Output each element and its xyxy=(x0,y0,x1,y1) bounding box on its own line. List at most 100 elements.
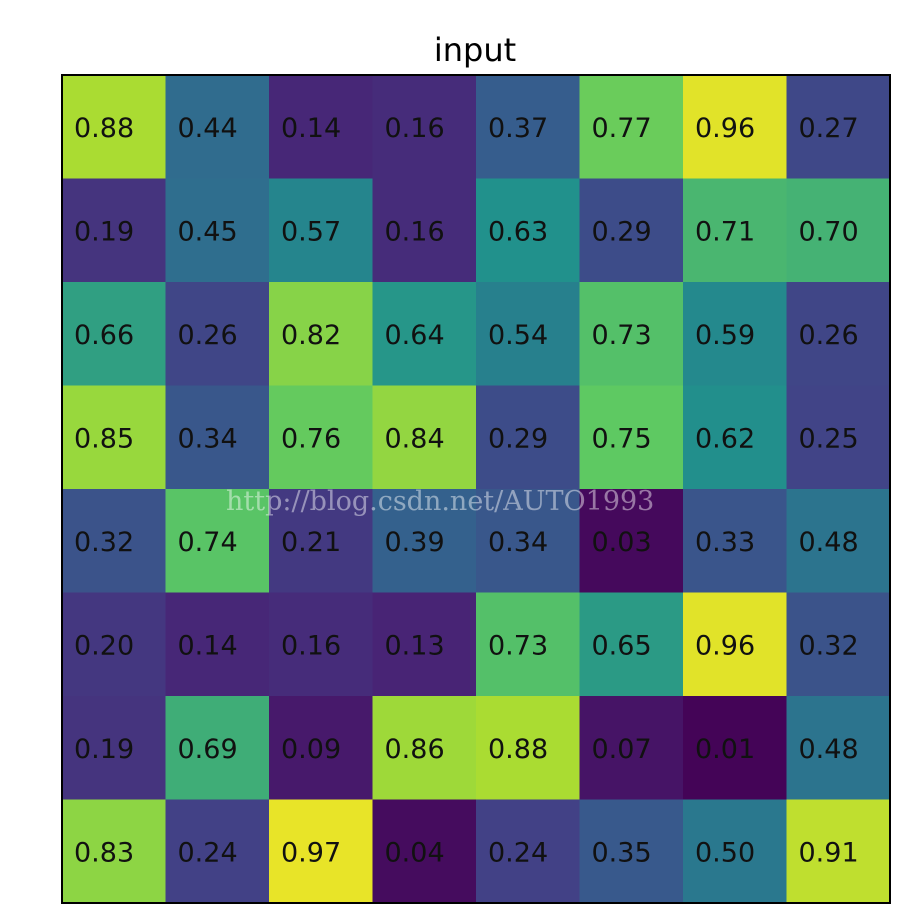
cell-value-label: 0.48 xyxy=(799,734,859,765)
cell-value-label: 0.96 xyxy=(695,113,755,144)
heatmap-cell xyxy=(165,282,270,386)
cell-value-label: 0.91 xyxy=(799,837,859,868)
cell-value-label: 0.19 xyxy=(74,216,134,247)
cell-value-label: 0.88 xyxy=(488,734,548,765)
cell-value-label: 0.04 xyxy=(385,837,445,868)
heatmap-cell xyxy=(269,489,373,593)
cell-value-label: 0.32 xyxy=(799,630,859,661)
heatmap-cell xyxy=(683,592,787,697)
cell-value-label: 0.29 xyxy=(592,216,652,247)
heatmap-cell xyxy=(165,592,270,697)
plot-frame xyxy=(61,74,891,904)
cell-value-label: 0.48 xyxy=(799,527,859,558)
heatmap-cell xyxy=(269,385,373,490)
heatmap-cell xyxy=(269,178,373,283)
cell-value-label: 0.16 xyxy=(385,113,445,144)
cell-value-label: 0.62 xyxy=(695,423,755,454)
heatmap-cell xyxy=(62,178,166,283)
cell-value-label: 0.24 xyxy=(178,837,238,868)
cell-value-label: 0.07 xyxy=(592,734,652,765)
cell-value-label: 0.97 xyxy=(281,837,341,868)
heatmap-cell xyxy=(579,178,684,283)
heatmap-cell xyxy=(476,489,580,593)
cell-value-label: 0.34 xyxy=(178,423,238,454)
cell-value-label: 0.50 xyxy=(695,837,755,868)
cell-value-label: 0.20 xyxy=(74,630,134,661)
cell-value-label: 0.32 xyxy=(74,527,134,558)
cell-value-label: 0.34 xyxy=(488,527,548,558)
cell-value-label: 0.14 xyxy=(281,113,341,144)
cell-value-label: 0.71 xyxy=(695,216,755,247)
cell-value-label: 0.26 xyxy=(178,320,238,351)
cell-value-label: 0.16 xyxy=(385,216,445,247)
heatmap-cell xyxy=(579,282,684,386)
heatmap-cell xyxy=(62,696,166,800)
cell-value-label: 0.59 xyxy=(695,320,755,351)
heatmap-cell xyxy=(786,489,891,593)
cell-value-label: 0.44 xyxy=(178,113,238,144)
heatmap-cell xyxy=(579,489,684,593)
heatmap-cell xyxy=(579,385,684,490)
heatmap-cell xyxy=(476,178,580,283)
cell-value-label: 0.57 xyxy=(281,216,341,247)
heatmap-cell xyxy=(786,799,891,904)
cell-value-label: 0.24 xyxy=(488,837,548,868)
cell-value-label: 0.27 xyxy=(799,113,859,144)
cell-value-label: 0.21 xyxy=(281,527,341,558)
heatmap-cell xyxy=(683,385,787,490)
heatmap-cell xyxy=(165,696,270,800)
cell-value-label: 0.37 xyxy=(488,113,548,144)
cell-value-label: 0.88 xyxy=(74,113,134,144)
heatmap-cell xyxy=(269,75,373,179)
cell-value-label: 0.35 xyxy=(592,837,652,868)
heatmap-cell xyxy=(372,75,477,179)
heatmap-cell xyxy=(786,592,891,697)
cell-value-label: 0.85 xyxy=(74,423,134,454)
cell-value-label: 0.03 xyxy=(592,527,652,558)
cell-value-label: 0.64 xyxy=(385,320,445,351)
heatmap-cell xyxy=(62,385,166,490)
heatmap-cell xyxy=(165,799,270,904)
heatmap-labels: 0.88 0.44 0.14 0.16 0.37 0.77 0.96 0.27 0.19 0.45… xyxy=(74,113,859,869)
heatmap-cell xyxy=(372,592,477,697)
heatmap-cell xyxy=(683,178,787,283)
heatmap-cell xyxy=(786,385,891,490)
heatmap-cell xyxy=(683,696,787,800)
heatmap-cell xyxy=(786,178,891,283)
cell-value-label: 0.73 xyxy=(592,320,652,351)
heatmap-cell xyxy=(269,592,373,697)
cell-value-label: 0.14 xyxy=(178,630,238,661)
chart-title: input xyxy=(433,31,517,69)
heatmap-cell xyxy=(579,75,684,179)
cell-value-label: 0.77 xyxy=(592,113,652,144)
cell-value-label: 0.70 xyxy=(799,216,859,247)
cell-value-label: 0.25 xyxy=(799,423,859,454)
cell-value-label: 0.19 xyxy=(74,734,134,765)
heatmap-cell xyxy=(476,799,580,904)
heatmap-cell xyxy=(786,282,891,386)
cell-value-label: 0.39 xyxy=(385,527,445,558)
cell-value-label: 0.13 xyxy=(385,630,445,661)
heatmap-cells xyxy=(62,75,891,904)
cell-value-label: 0.63 xyxy=(488,216,548,247)
heatmap-cell xyxy=(476,696,580,800)
heatmap-cell xyxy=(683,75,787,179)
cell-value-label: 0.69 xyxy=(178,734,238,765)
heatmap-cell xyxy=(579,592,684,697)
heatmap-cell xyxy=(683,489,787,593)
heatmap-cell xyxy=(372,385,477,490)
heatmap-cell xyxy=(476,592,580,697)
cell-value-label: 0.54 xyxy=(488,320,548,351)
watermark-text: http://blog.csdn.net/AUTO1993 xyxy=(226,486,655,517)
cell-value-label: 0.66 xyxy=(74,320,134,351)
heatmap-cell xyxy=(62,75,166,179)
heatmap-cell xyxy=(269,282,373,386)
cell-value-label: 0.75 xyxy=(592,423,652,454)
heatmap-cell xyxy=(786,696,891,800)
heatmap-cell xyxy=(372,799,477,904)
cell-value-label: 0.82 xyxy=(281,320,341,351)
heatmap-cell xyxy=(62,282,166,386)
cell-value-label: 0.26 xyxy=(799,320,859,351)
heatmap-cell xyxy=(579,696,684,800)
